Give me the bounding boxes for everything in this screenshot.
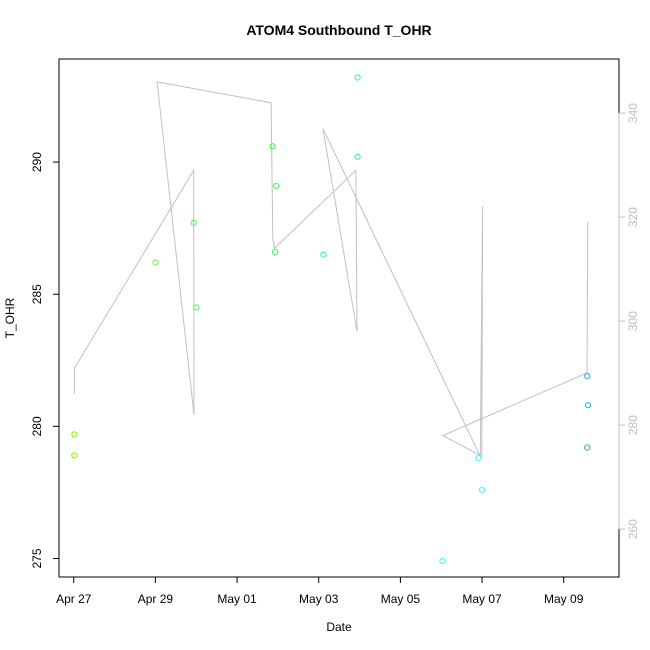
data-point — [354, 74, 361, 81]
y2-tick-label: 300 — [626, 311, 640, 331]
data-point — [354, 153, 361, 160]
y-axis: 275 280 285 290 — [30, 152, 60, 569]
points-layer — [71, 74, 592, 565]
data-point — [475, 455, 482, 462]
y-tick-label: 280 — [30, 416, 44, 436]
x-tick-label: May 05 — [381, 592, 421, 606]
data-point — [71, 431, 78, 438]
line-series-layer — [73, 81, 589, 458]
y2-tick-label: 340 — [626, 103, 640, 123]
x-tick-label: May 01 — [217, 592, 257, 606]
y2-tick-label: 280 — [626, 415, 640, 435]
x-tick-label: May 09 — [544, 592, 584, 606]
y2-tick-label: 260 — [626, 519, 640, 539]
data-point — [584, 444, 591, 451]
y2-tick-label: 320 — [626, 207, 640, 227]
data-point — [193, 304, 200, 311]
data-point — [190, 219, 197, 226]
right-axis-series-line — [73, 81, 589, 458]
data-point — [272, 248, 279, 255]
x-tick-label: May 07 — [462, 592, 502, 606]
x-tick-label: Apr 27 — [56, 592, 92, 606]
data-point — [273, 182, 280, 189]
data-point — [478, 486, 486, 493]
y-tick-label: 290 — [30, 152, 44, 172]
x-axis: Apr 27 Apr 29 May 01 May 03 May 05 May 07 May … — [56, 576, 584, 606]
x-tick-label: May 03 — [299, 592, 339, 606]
data-point — [71, 452, 78, 459]
x-tick-label: Apr 29 — [138, 592, 174, 606]
y-axis-label: T_OHR — [3, 297, 17, 338]
data-point — [584, 373, 591, 380]
chart-title: ATOM4 Southbound T_OHR — [246, 22, 431, 38]
y2-axis: 260 280 300 320 340 — [618, 103, 640, 539]
data-point — [439, 558, 446, 565]
plot-area — [58, 58, 620, 578]
y-tick-label: 275 — [30, 548, 44, 568]
data-point — [152, 259, 159, 266]
data-point — [320, 251, 327, 258]
y-tick-label: 285 — [30, 284, 44, 304]
data-point — [585, 402, 592, 409]
data-point — [269, 143, 276, 150]
x-axis-label: Date — [326, 620, 352, 634]
